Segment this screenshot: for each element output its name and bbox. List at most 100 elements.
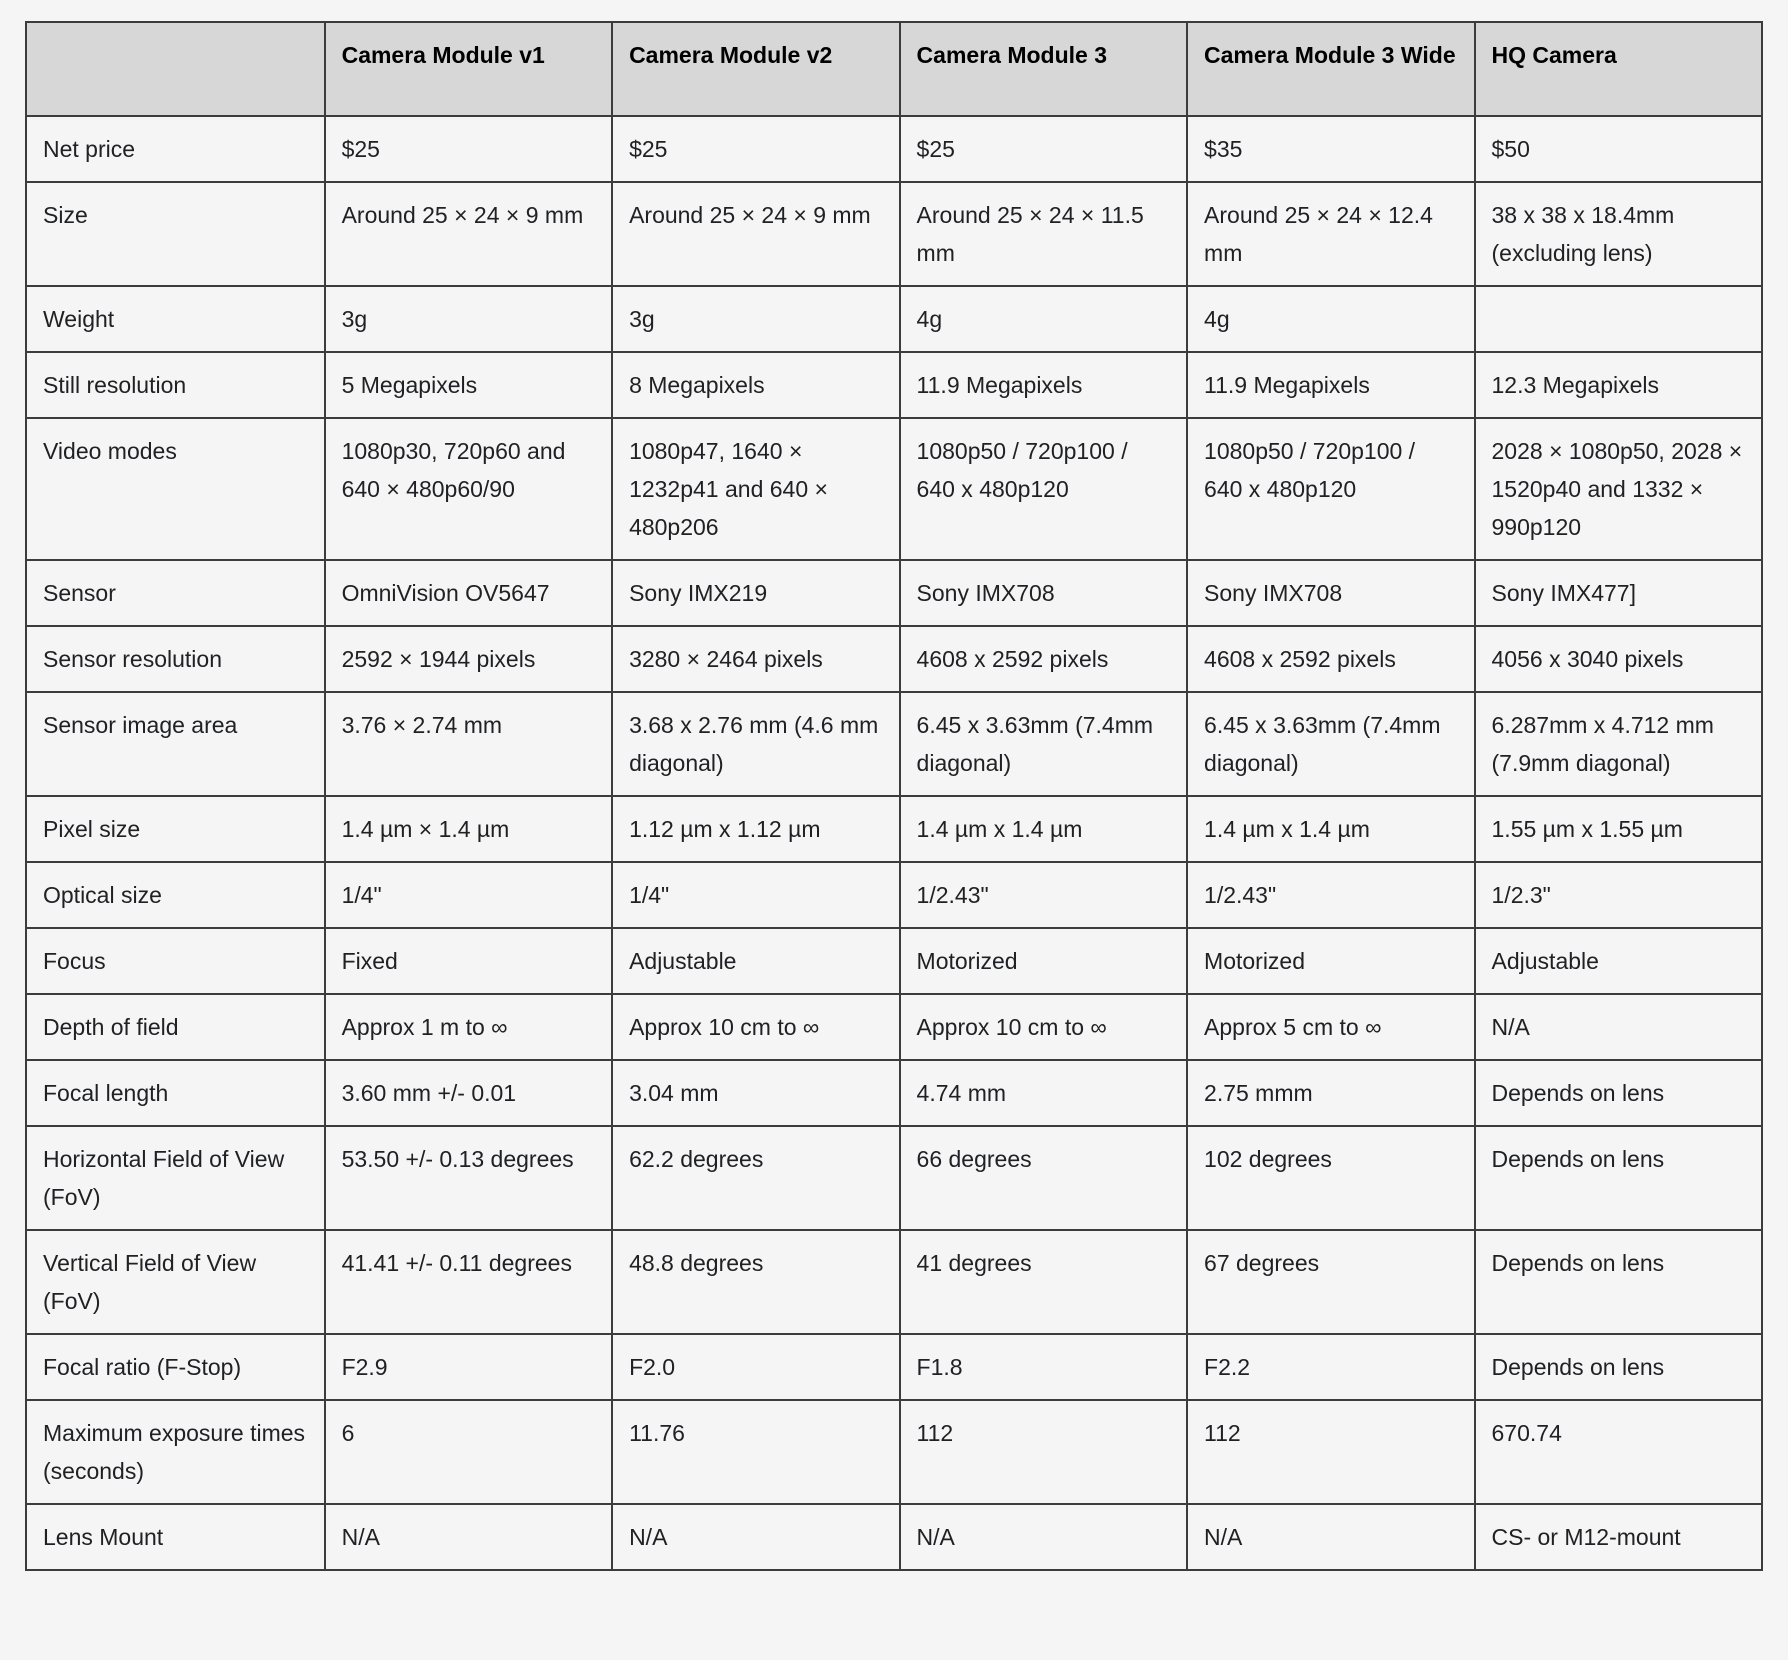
row-label: Size xyxy=(25,181,326,287)
table-cell: 66 degrees xyxy=(898,1125,1189,1231)
row-label: Sensor xyxy=(25,559,326,627)
row-label: Sensor image area xyxy=(25,691,326,797)
table-row: Sensor OmniVision OV5647 Sony IMX219 Sony I… xyxy=(25,559,1764,627)
row-label: Horizontal Field of View (FoV) xyxy=(25,1125,326,1231)
table-row: Focal length 3.60 mm +/- 0.01 3.04 mm 4.74 … xyxy=(25,1059,1764,1127)
row-label: Vertical Field of View (FoV) xyxy=(25,1229,326,1335)
table-cell: CS- or M12-mount xyxy=(1473,1503,1764,1571)
table-cell: 1/2.3" xyxy=(1473,861,1764,929)
table-row: Optical size 1/4" 1/4" 1/2.43" 1/2.43" 1/2.3" xyxy=(25,861,1764,929)
table-cell: 8 Megapixels xyxy=(611,351,901,419)
table-cell: N/A xyxy=(1186,1503,1476,1571)
table-row: Lens Mount N/A N/A N/A N/A CS- or M12-mount xyxy=(25,1503,1764,1571)
table-cell: 1/4" xyxy=(611,861,901,929)
table-cell: 62.2 degrees xyxy=(611,1125,901,1231)
table-cell: 4608 x 2592 pixels xyxy=(1186,625,1476,693)
table-cell: Depends on lens xyxy=(1473,1333,1764,1401)
table-cell xyxy=(1473,285,1764,353)
table-cell: 6.45 x 3.63mm (7.4mm diagonal) xyxy=(1186,691,1476,797)
table-cell: 1/2.43" xyxy=(898,861,1189,929)
table-cell: Fixed xyxy=(323,927,614,995)
table-cell: Depends on lens xyxy=(1473,1059,1764,1127)
table-row: Size Around 25 × 24 × 9 mm Around 25 × 24 … xyxy=(25,181,1764,287)
column-header: HQ Camera xyxy=(1473,21,1764,117)
table-cell: F2.0 xyxy=(611,1333,901,1401)
table-cell: 6 xyxy=(323,1399,614,1505)
table-cell: N/A xyxy=(1473,993,1764,1061)
table-cell: Sony IMX708 xyxy=(898,559,1189,627)
table-cell: Motorized xyxy=(1186,927,1476,995)
table-row: Pixel size 1.4 µm × 1.4 µm 1.12 µm x 1.12 … xyxy=(25,795,1764,863)
table-row: Focal ratio (F-Stop) F2.9 F2.0 F1.8 F2.2 Depe… xyxy=(25,1333,1764,1401)
table-cell: 3.60 mm +/- 0.01 xyxy=(323,1059,614,1127)
table-cell: 3g xyxy=(611,285,901,353)
table-header: Camera Module v1 Camera Module v2 Camera M… xyxy=(25,21,1764,117)
table-row: Still resolution 5 Megapixels 8 Megapixels… xyxy=(25,351,1764,419)
table-row: Weight 3g 3g 4g 4g xyxy=(25,285,1764,353)
table-row: Sensor resolution 2592 × 1944 pixels 3280 … xyxy=(25,625,1764,693)
row-label: Pixel size xyxy=(25,795,326,863)
table-cell: Adjustable xyxy=(1473,927,1764,995)
row-label: Optical size xyxy=(25,861,326,929)
table-cell: 12.3 Megapixels xyxy=(1473,351,1764,419)
column-header: Camera Module 3 xyxy=(898,21,1189,117)
table-cell: Adjustable xyxy=(611,927,901,995)
table-cell: 2028 × 1080p50, 2028 × 1520p40 and 1332 … xyxy=(1473,417,1764,561)
corner-header-cell xyxy=(25,21,326,117)
table-cell: F2.9 xyxy=(323,1333,614,1401)
table-cell: N/A xyxy=(898,1503,1189,1571)
table-cell: 38 x 38 x 18.4mm (excluding lens) xyxy=(1473,181,1764,287)
row-label: Video modes xyxy=(25,417,326,561)
row-label: Still resolution xyxy=(25,351,326,419)
row-label: Depth of field xyxy=(25,993,326,1061)
table-cell: 1.4 µm x 1.4 µm xyxy=(898,795,1189,863)
table-cell: 1080p50 / 720p100 / 640 x 480p120 xyxy=(898,417,1189,561)
table-cell: 3g xyxy=(323,285,614,353)
table-cell: Sony IMX477] xyxy=(1473,559,1764,627)
table-cell: 3.04 mm xyxy=(611,1059,901,1127)
row-label: Focal ratio (F-Stop) xyxy=(25,1333,326,1401)
table-cell: 112 xyxy=(898,1399,1189,1505)
table-cell: 2.75 mmm xyxy=(1186,1059,1476,1127)
row-label: Weight xyxy=(25,285,326,353)
table-cell: F2.2 xyxy=(1186,1333,1476,1401)
table-cell: $50 xyxy=(1473,115,1764,183)
table-cell: Around 25 × 24 × 11.5 mm xyxy=(898,181,1189,287)
table-cell: Approx 5 cm to ∞ xyxy=(1186,993,1476,1061)
column-header: Camera Module v2 xyxy=(611,21,901,117)
table-row: Maximum exposure times (seconds) 6 11.76 11… xyxy=(25,1399,1764,1505)
table-cell: 112 xyxy=(1186,1399,1476,1505)
table-row: Horizontal Field of View (FoV) 53.50 +/- … xyxy=(25,1125,1764,1231)
row-label: Sensor resolution xyxy=(25,625,326,693)
table-cell: N/A xyxy=(323,1503,614,1571)
table-cell: 2592 × 1944 pixels xyxy=(323,625,614,693)
table-cell: 1/4" xyxy=(323,861,614,929)
table-cell: 4g xyxy=(1186,285,1476,353)
table-cell: 6.287mm x 4.712 mm (7.9mm diagonal) xyxy=(1473,691,1764,797)
table-cell: 4608 x 2592 pixels xyxy=(898,625,1189,693)
table-cell: Approx 10 cm to ∞ xyxy=(611,993,901,1061)
table-row: Video modes 1080p30, 720p60 and 640 × 480… xyxy=(25,417,1764,561)
table-cell: 3.68 x 2.76 mm (4.6 mm diagonal) xyxy=(611,691,901,797)
table-cell: Motorized xyxy=(898,927,1189,995)
table-cell: Sony IMX708 xyxy=(1186,559,1476,627)
table-cell: 3280 × 2464 pixels xyxy=(611,625,901,693)
table-cell: Depends on lens xyxy=(1473,1125,1764,1231)
table-cell: 11.9 Megapixels xyxy=(1186,351,1476,419)
table-cell: 48.8 degrees xyxy=(611,1229,901,1335)
table-cell: 67 degrees xyxy=(1186,1229,1476,1335)
table-cell: 41.41 +/- 0.11 degrees xyxy=(323,1229,614,1335)
table-row: Vertical Field of View (FoV) 41.41 +/- 0.… xyxy=(25,1229,1764,1335)
table-cell: Around 25 × 24 × 9 mm xyxy=(323,181,614,287)
table-cell: OmniVision OV5647 xyxy=(323,559,614,627)
table-cell: 53.50 +/- 0.13 degrees xyxy=(323,1125,614,1231)
table-cell: 41 degrees xyxy=(898,1229,1189,1335)
table-cell: 102 degrees xyxy=(1186,1125,1476,1231)
table-body: Net price $25 $25 $25 $35 $50 Size Around 25 × … xyxy=(25,115,1764,1571)
table-cell: 1.4 µm × 1.4 µm xyxy=(323,795,614,863)
table-cell: 4.74 mm xyxy=(898,1059,1189,1127)
column-header: Camera Module 3 Wide xyxy=(1186,21,1476,117)
table-row: Net price $25 $25 $25 $35 $50 xyxy=(25,115,1764,183)
row-label: Lens Mount xyxy=(25,1503,326,1571)
table-cell: 1080p50 / 720p100 / 640 x 480p120 xyxy=(1186,417,1476,561)
